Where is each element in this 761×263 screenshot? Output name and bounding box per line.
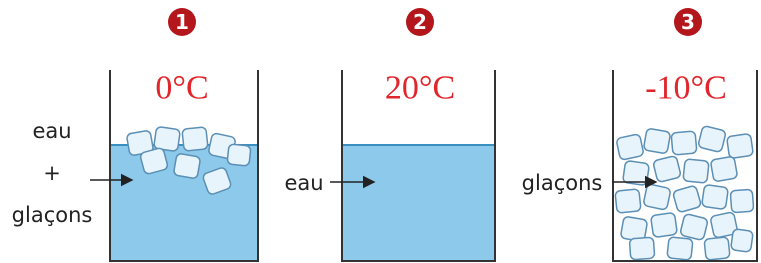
label-line: glaçons: [522, 171, 603, 195]
label-line: eau: [284, 171, 323, 195]
ice-cubes: [615, 125, 754, 260]
beaker-number: 1: [175, 10, 189, 34]
temperature: -10°C: [645, 70, 727, 107]
beaker-number: 2: [413, 10, 427, 34]
label-line: +: [43, 161, 61, 185]
temperature: 20°C: [385, 70, 455, 107]
beaker-1: 1 0°C eau + glaçons: [12, 8, 258, 261]
water: [342, 145, 495, 261]
label-line: eau: [32, 119, 71, 143]
diagram: 1 0°C eau + glaçons 2 20°C eau 3: [0, 0, 761, 263]
beaker-number: 3: [681, 10, 695, 34]
label-line: glaçons: [12, 203, 93, 227]
beaker-2: 2 20°C eau: [284, 8, 495, 261]
beaker-3: 3 -10°C glaçons: [522, 8, 757, 261]
temperature: 0°C: [155, 70, 208, 107]
